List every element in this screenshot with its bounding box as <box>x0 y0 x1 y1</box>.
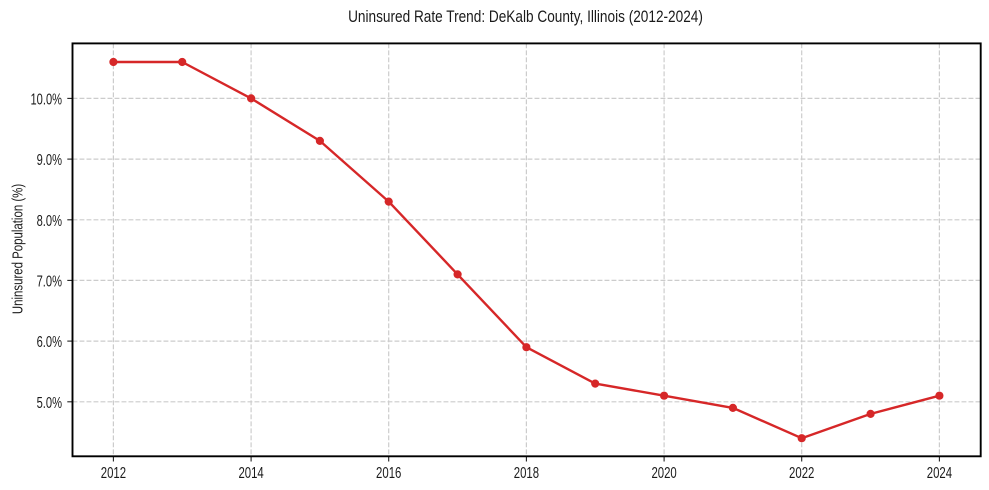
svg-text:2014: 2014 <box>238 465 263 482</box>
svg-text:6.0%: 6.0% <box>37 334 62 351</box>
svg-text:Uninsured Population (%): Uninsured Population (%) <box>9 184 26 314</box>
svg-text:7.0%: 7.0% <box>37 274 62 291</box>
svg-text:2018: 2018 <box>514 465 539 482</box>
svg-text:2022: 2022 <box>789 465 814 482</box>
svg-text:2016: 2016 <box>376 465 401 482</box>
svg-text:2012: 2012 <box>101 465 126 482</box>
svg-text:Uninsured Rate Trend: DeKalb C: Uninsured Rate Trend: DeKalb County, Ill… <box>348 7 703 26</box>
svg-text:5.0%: 5.0% <box>37 395 62 412</box>
svg-text:8.0%: 8.0% <box>37 213 62 230</box>
svg-text:9.0%: 9.0% <box>37 152 62 169</box>
svg-text:10.0%: 10.0% <box>31 91 63 108</box>
svg-text:2024: 2024 <box>927 465 952 482</box>
svg-text:2020: 2020 <box>651 465 676 482</box>
